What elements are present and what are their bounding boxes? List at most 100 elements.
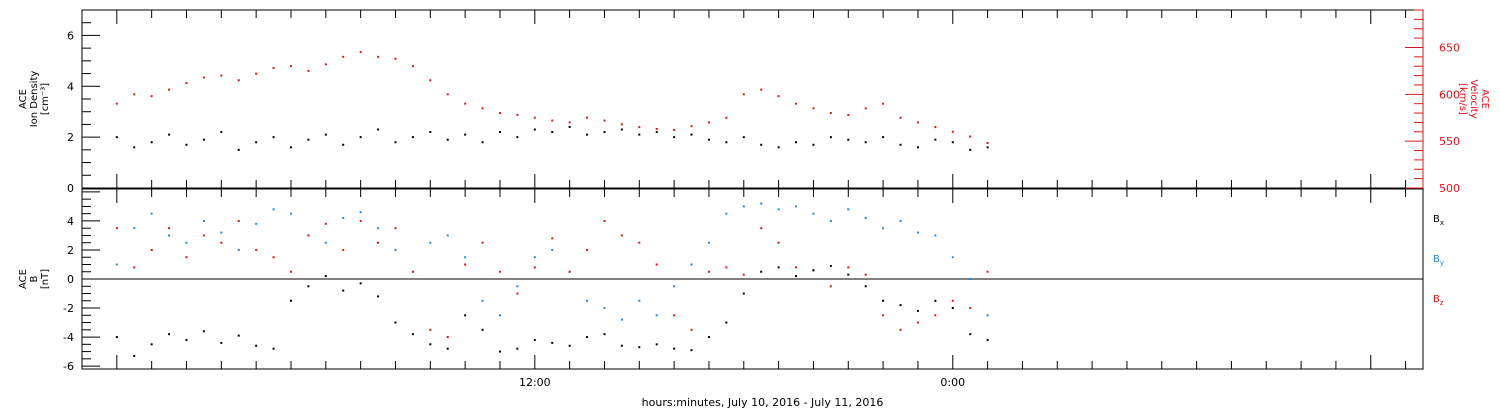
by-point (882, 227, 885, 230)
bx-point (324, 275, 327, 278)
density-point (202, 138, 205, 141)
velocity-point (777, 95, 780, 98)
bz-point (168, 227, 171, 230)
bx-point (481, 328, 484, 331)
top-right-tick-label: 600 (1439, 88, 1460, 101)
bz-point (638, 241, 641, 244)
bx-point (568, 344, 571, 347)
bz-point (551, 237, 554, 240)
velocity-point (655, 127, 658, 130)
bz-point (289, 270, 292, 273)
density-point (742, 136, 745, 139)
by-point (847, 208, 850, 211)
density-point (394, 141, 397, 144)
by-point (446, 234, 449, 237)
bx-point (220, 341, 223, 344)
bx-point (707, 336, 710, 339)
bz-point (150, 248, 153, 251)
bz-point (673, 314, 676, 317)
legend-entry-bx: Bx (1433, 214, 1444, 227)
velocity-point (638, 126, 641, 129)
bx-point (446, 347, 449, 350)
bx-point (969, 333, 972, 336)
velocity-point (795, 102, 798, 105)
density-point (707, 138, 710, 141)
bottom-left-tick-label: -4 (63, 331, 74, 344)
by-point (829, 219, 832, 222)
by-point (150, 212, 153, 215)
bz-point (324, 222, 327, 225)
by-point (202, 219, 205, 222)
bz-point (516, 292, 519, 295)
bx-point (916, 309, 919, 312)
density-point (603, 131, 606, 134)
bottom-left-tick-label: -6 (63, 360, 74, 373)
by-point (864, 217, 867, 220)
bz-point (969, 307, 972, 310)
bz-point (760, 227, 763, 230)
by-point (603, 307, 606, 310)
bx-point (359, 282, 362, 285)
bz-series (115, 219, 989, 339)
top-panel-frame (81, 9, 1424, 189)
bx-point (655, 343, 658, 346)
velocity-point (673, 128, 676, 131)
bz-point (255, 248, 258, 251)
by-point (742, 205, 745, 208)
velocity-point (551, 119, 554, 122)
density-point (429, 131, 432, 134)
bx-point (394, 321, 397, 324)
density-point (620, 128, 623, 131)
velocity-point (516, 113, 519, 116)
velocity-point (237, 79, 240, 82)
density-point (638, 133, 641, 136)
density-point (690, 133, 693, 136)
velocity-point (307, 69, 310, 72)
by-point (986, 314, 989, 317)
bx-point (464, 314, 467, 317)
bx-point (307, 285, 310, 288)
by-point (586, 299, 589, 302)
bx-point (638, 346, 641, 349)
by-point (237, 248, 240, 251)
by-point (551, 248, 554, 251)
top-right-axis-label-line: ACE (1479, 89, 1490, 109)
bottom-left-tick-label: -2 (63, 302, 74, 315)
density-point (655, 131, 658, 134)
bz-point (411, 270, 414, 273)
density-point (115, 136, 118, 139)
bz-point (446, 336, 449, 339)
top-right-axis-label-line: [km/s] (1457, 83, 1468, 115)
bottom-left-axis-label: ACE B [nT] (18, 269, 51, 289)
bz-point (342, 248, 345, 251)
density-point (899, 143, 902, 146)
bx-point (620, 344, 623, 347)
x-axis-title: hours:minutes, July 10, 2016 - July 11, … (642, 396, 884, 409)
bx-point (812, 269, 815, 272)
by-point (760, 202, 763, 205)
velocity-point (951, 130, 954, 133)
velocity-point (934, 126, 937, 129)
bz-point (986, 270, 989, 273)
bx-point (829, 264, 832, 267)
bz-point (115, 227, 118, 230)
velocity-point (255, 72, 258, 75)
bx-point (498, 350, 501, 353)
density-point (864, 141, 867, 144)
bx-point (150, 343, 153, 346)
bx-point (115, 336, 118, 339)
by-point (690, 263, 693, 266)
velocity-point (533, 116, 536, 119)
density-point (255, 141, 258, 144)
by-point (255, 222, 258, 225)
by-series (115, 202, 989, 321)
top-left-axis-label-line: ACE (18, 89, 29, 109)
bx-point (777, 266, 780, 269)
top-left-tick-label: 4 (67, 80, 74, 93)
bottom-left-axis-label-line: B (29, 275, 40, 282)
velocity-point (168, 88, 171, 91)
density-point (168, 133, 171, 136)
by-point (115, 263, 118, 266)
density-point (725, 141, 728, 144)
by-point (777, 208, 780, 211)
